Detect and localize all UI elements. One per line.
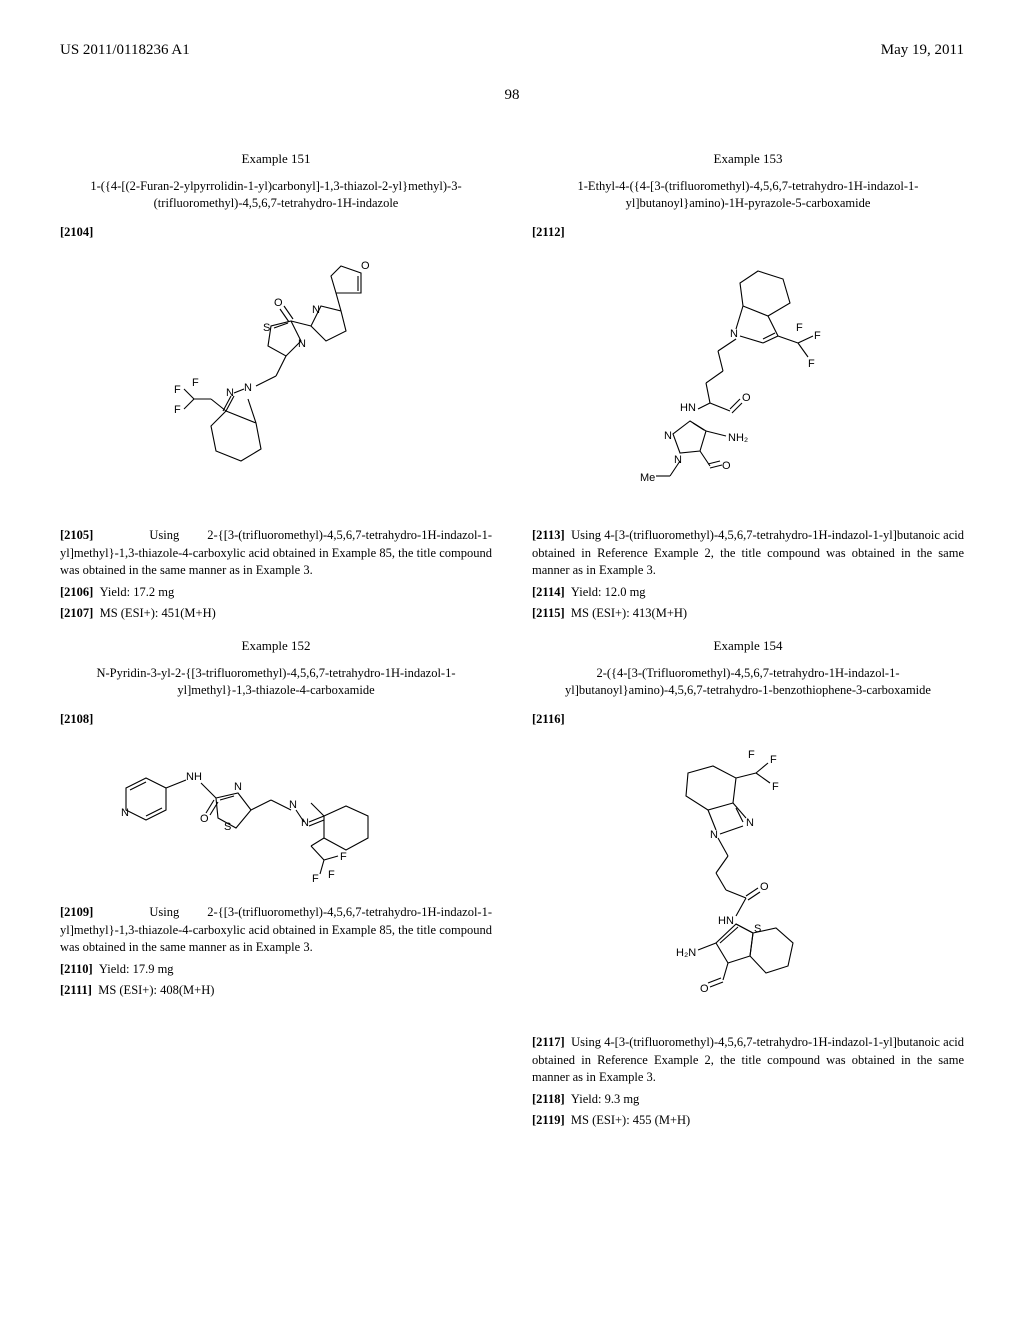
svg-text:F: F [770, 754, 777, 766]
page-number: 98 [60, 85, 964, 106]
svg-text:F: F [772, 781, 779, 793]
left-column: Example 151 1-({4-[(2-Furan-2-ylpyrrolid… [60, 136, 492, 1134]
svg-text:F: F [340, 851, 347, 863]
figure-number: [2116] [532, 711, 964, 729]
svg-text:F: F [192, 377, 199, 389]
svg-text:O: O [274, 297, 283, 309]
example-154-compound-name: 2-({4-[3-(Trifluoromethyl)-4,5,6,7-tetra… [552, 665, 944, 699]
figure-number: [2104] [60, 224, 492, 242]
svg-text:F: F [814, 330, 821, 342]
paragraph: [2110] Yield: 17.9 mg [60, 961, 492, 979]
svg-text:S: S [754, 923, 761, 935]
example-151-structure: O N O S N [60, 251, 492, 511]
paragraph: [2113] Using 4-[3-(trifluoromethyl)-4,5,… [532, 527, 964, 580]
svg-text:HN: HN [718, 915, 734, 927]
svg-text:O: O [760, 881, 769, 893]
svg-text:H₂N: H₂N [676, 947, 696, 959]
svg-text:F: F [174, 384, 181, 396]
paragraph: [2106] Yield: 17.2 mg [60, 584, 492, 602]
svg-text:O: O [700, 983, 709, 995]
example-153-title: Example 153 [532, 150, 964, 168]
page-header: US 2011/0118236 A1 May 19, 2011 [60, 40, 964, 61]
svg-text:N: N [312, 304, 320, 316]
svg-text:O: O [742, 392, 751, 404]
paragraph: [2111] MS (ESI+): 408(M+H) [60, 982, 492, 1000]
svg-text:NH₂: NH₂ [728, 432, 748, 444]
paragraph: [2115] MS (ESI+): 413(M+H) [532, 605, 964, 623]
paragraph: [2105] Using 2-{[3-(trifluoromethyl)-4,5… [60, 527, 492, 580]
example-151-compound-name: 1-({4-[(2-Furan-2-ylpyrrolidin-1-yl)carb… [80, 178, 472, 212]
example-151-title: Example 151 [60, 150, 492, 168]
svg-text:O: O [361, 260, 370, 272]
svg-text:N: N [298, 338, 306, 350]
example-153-structure: N F F F [532, 251, 964, 511]
svg-text:HN: HN [680, 402, 696, 414]
example-152-title: Example 152 [60, 637, 492, 655]
publication-date: May 19, 2011 [881, 40, 964, 61]
svg-text:N: N [730, 328, 738, 340]
svg-text:N: N [710, 829, 718, 841]
paragraph: [2117] Using 4-[3-(trifluoromethyl)-4,5,… [532, 1034, 964, 1087]
svg-text:O: O [722, 460, 731, 472]
svg-text:S: S [224, 821, 231, 833]
paragraph: [2119] MS (ESI+): 455 (M+H) [532, 1112, 964, 1130]
svg-text:F: F [312, 873, 319, 885]
publication-number: US 2011/0118236 A1 [60, 40, 190, 61]
svg-text:Me: Me [640, 472, 655, 484]
svg-text:NH: NH [186, 771, 202, 783]
svg-text:F: F [796, 322, 803, 334]
right-column: Example 153 1-Ethyl-4-({4-[3-(trifluorom… [532, 136, 964, 1134]
example-153-compound-name: 1-Ethyl-4-({4-[3-(trifluoromethyl)-4,5,6… [552, 178, 944, 212]
svg-text:N: N [121, 807, 129, 819]
svg-text:O: O [200, 813, 209, 825]
paragraph: [2114] Yield: 12.0 mg [532, 584, 964, 602]
svg-text:N: N [664, 430, 672, 442]
svg-text:F: F [328, 869, 335, 881]
example-154-structure: F F F N N [532, 738, 964, 1018]
svg-text:N: N [746, 817, 754, 829]
svg-text:F: F [748, 749, 755, 761]
example-152-compound-name: N-Pyridin-3-yl-2-{[3-trifluoromethyl)-4,… [80, 665, 472, 699]
paragraph: [2109] Using 2-{[3-(trifluoromethyl)-4,5… [60, 904, 492, 957]
svg-text:F: F [174, 404, 181, 416]
svg-text:N: N [289, 799, 297, 811]
example-152-structure: N NH O N S [60, 738, 492, 888]
paragraph: [2118] Yield: 9.3 mg [532, 1091, 964, 1109]
svg-text:N: N [244, 382, 252, 394]
svg-text:F: F [808, 358, 815, 370]
svg-text:S: S [263, 322, 270, 334]
two-column-layout: Example 151 1-({4-[(2-Furan-2-ylpyrrolid… [60, 136, 964, 1134]
paragraph: [2107] MS (ESI+): 451(M+H) [60, 605, 492, 623]
svg-text:N: N [234, 781, 242, 793]
figure-number: [2112] [532, 224, 964, 242]
example-154-title: Example 154 [532, 637, 964, 655]
figure-number: [2108] [60, 711, 492, 729]
